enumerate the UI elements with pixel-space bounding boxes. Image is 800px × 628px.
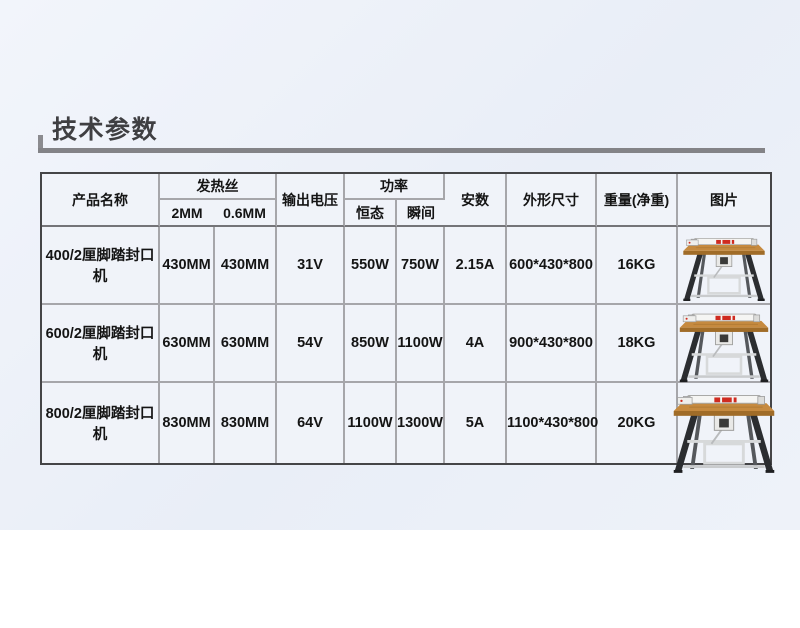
dimensions-cell: 1100*430*800 (507, 383, 598, 463)
header-weight: 重量(净重) (597, 174, 678, 227)
power-instant-cell: 750W (397, 227, 445, 305)
header-wire-sizes: 2MM 0.6MM (160, 200, 277, 227)
product-image-cell (678, 227, 770, 305)
power-steady-cell: 550W (345, 227, 397, 305)
power-instant-cell: 1100W (397, 305, 445, 383)
section-title: 技术参数 (52, 116, 159, 144)
weight-cell: 20KG (597, 383, 678, 463)
weight-cell: 18KG (597, 305, 678, 383)
amperage-cell: 2.15A (445, 227, 507, 305)
header-wire-06mm: 0.6MM (223, 204, 266, 221)
table-row: 600/2厘脚踏封口机 630MM 630MM 54V 850W 1100W 4… (42, 305, 770, 383)
table-row: 800/2厘脚踏封口机 830MM 830MM 64V 1100W 1300W … (42, 383, 775, 473)
header-picture: 图片 (678, 174, 770, 227)
product-name-cell: 800/2厘脚踏封口机 (42, 383, 160, 463)
wire-06mm-cell: 430MM (215, 227, 277, 305)
product-image-cell (673, 383, 775, 473)
product-image-cell (678, 305, 770, 383)
sealing-machine-image (673, 395, 775, 473)
title-underline-bar (38, 148, 765, 153)
header-product-name: 产品名称 (42, 174, 160, 227)
table-row: 400/2厘脚踏封口机 430MM 430MM 31V 550W 750W 2.… (42, 227, 770, 305)
amperage-cell: 5A (445, 383, 507, 463)
header-dimensions: 外形尺寸 (507, 174, 597, 227)
power-steady-cell: 1100W (345, 383, 397, 463)
power-steady-cell: 850W (345, 305, 397, 383)
product-name-cell: 400/2厘脚踏封口机 (42, 227, 160, 305)
dimensions-cell: 900*430*800 (507, 305, 597, 383)
wire-06mm-cell: 630MM (215, 305, 277, 383)
sealing-machine-image (679, 313, 769, 383)
power-instant-cell: 1300W (397, 383, 445, 463)
product-name-cell: 600/2厘脚踏封口机 (42, 305, 160, 383)
weight-cell: 16KG (597, 227, 678, 305)
header-power-instant: 瞬间 (397, 200, 445, 227)
spec-table: 产品名称 发热丝 输出电压 功率 安数 外形尺寸 重量(净重) 图片 2MM 0… (40, 172, 775, 473)
header-amperage: 安数 (445, 174, 507, 227)
header-heating-wire: 发热丝 (160, 174, 277, 200)
voltage-cell: 31V (277, 227, 345, 305)
header-output-voltage: 输出电压 (277, 174, 345, 227)
wire-2mm-cell: 630MM (160, 305, 215, 383)
content-panel: 技术参数 产品名称 发热丝 输出电压 功率 安数 外形尺寸 重量(净重) 图片 (0, 0, 800, 530)
voltage-cell: 54V (277, 305, 345, 383)
voltage-cell: 64V (277, 383, 345, 463)
wire-2mm-cell: 830MM (160, 383, 215, 463)
wire-06mm-cell: 830MM (215, 383, 277, 463)
amperage-cell: 4A (445, 305, 507, 383)
wire-2mm-cell: 430MM (160, 227, 215, 305)
header-power-steady: 恒态 (345, 200, 397, 227)
dimensions-cell: 600*430*800 (507, 227, 597, 305)
header-wire-2mm: 2MM (171, 204, 203, 221)
sealing-machine-image (683, 238, 765, 301)
header-power: 功率 (345, 174, 445, 200)
title-accent-bar (38, 135, 43, 153)
